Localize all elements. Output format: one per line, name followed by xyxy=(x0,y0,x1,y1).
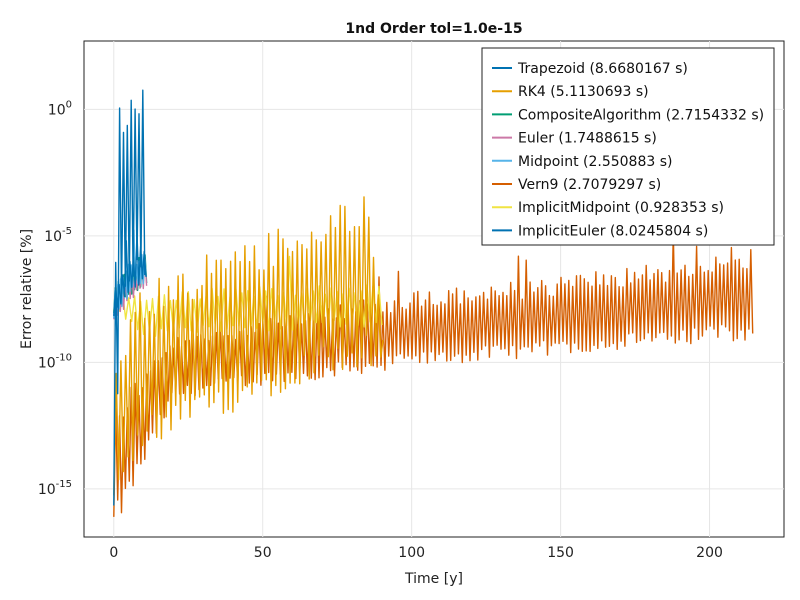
x-tick-label: 200 xyxy=(696,545,723,561)
legend-entry-7: ImplicitEuler (8.0245804 s) xyxy=(518,223,708,239)
legend-entry-2: CompositeAlgorithm (2.7154332 s) xyxy=(518,107,764,123)
y-tick-label: 10-10 xyxy=(38,352,72,371)
chart-title: 1nd Order tol=1.0e-15 xyxy=(345,21,522,37)
y-tick-label: 100 xyxy=(48,99,72,118)
series-line-1 xyxy=(113,196,384,496)
series-line-4 xyxy=(113,229,147,319)
x-tick-label: 0 xyxy=(109,545,118,561)
axes: 0 50 100 150 200 100 10-5 10-10 10-15 xyxy=(38,99,723,561)
legend-entry-5: Vern9 (2.7079297 s) xyxy=(518,177,661,193)
legend-entry-1: RK4 (5.1130693 s) xyxy=(518,84,649,100)
legend: Trapezoid (8.6680167 s) RK4 (5.1130693 s)… xyxy=(481,47,775,246)
x-axis-title: Time [y] xyxy=(404,571,463,587)
legend-entry-0: Trapezoid (8.6680167 s) xyxy=(517,61,688,77)
series-line-0 xyxy=(113,89,146,506)
y-axis-title: Error relative [%] xyxy=(19,229,35,349)
x-tick-label: 150 xyxy=(547,545,574,561)
y-tick-label: 10-5 xyxy=(44,226,72,245)
x-tick-label: 50 xyxy=(254,545,272,561)
legend-entry-4: Midpoint (2.550883 s) xyxy=(518,154,672,170)
legend-entry-3: Euler (1.7488615 s) xyxy=(518,131,657,147)
legend-entry-6: ImplicitMidpoint (0.928353 s) xyxy=(518,200,724,216)
data-series xyxy=(113,89,754,517)
legend-box xyxy=(481,47,775,246)
x-tick-label: 100 xyxy=(398,545,425,561)
y-tick-label: 10-15 xyxy=(38,479,72,498)
